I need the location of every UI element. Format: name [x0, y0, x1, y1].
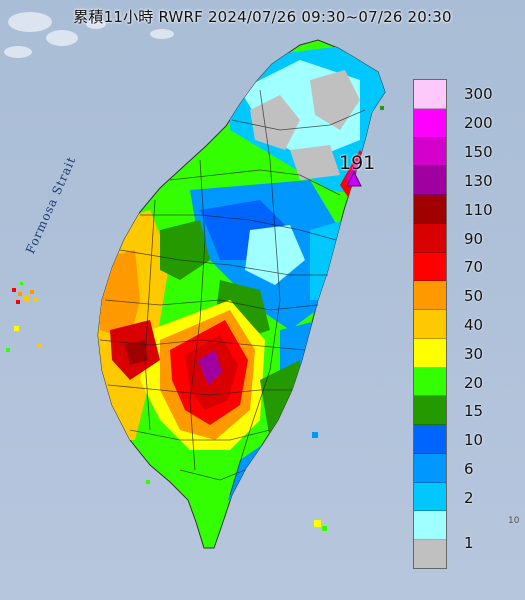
- legend-swatch: [414, 396, 446, 426]
- legend-swatch: [414, 540, 446, 569]
- legend-swatch: [414, 281, 446, 311]
- offshore-echoes: [6, 106, 384, 531]
- county-boundaries: [99, 89, 366, 496]
- legend-label: 10: [464, 431, 484, 450]
- legend-label: 200: [464, 114, 493, 133]
- legend-swatch: [414, 223, 446, 253]
- legend-swatch: [414, 195, 446, 224]
- legend-swatch: [414, 252, 446, 282]
- legend-label: 150: [464, 143, 493, 162]
- legend-swatch: [414, 80, 446, 109]
- corner-mark: 10: [508, 516, 520, 526]
- legend-label: 20: [464, 373, 484, 392]
- legend-label: 300: [464, 85, 493, 104]
- legend-swatch: [414, 482, 446, 512]
- legend-label: 130: [464, 171, 493, 190]
- legend-label: 90: [464, 229, 484, 248]
- legend-label: 2: [464, 488, 474, 507]
- legend-label: 70: [464, 258, 484, 277]
- legend-label: 110: [464, 200, 493, 219]
- legend-swatch: [414, 137, 446, 167]
- legend-label: 40: [464, 316, 484, 334]
- legend-swatch: [414, 108, 446, 138]
- legend-label: 1: [464, 534, 474, 553]
- legend-swatch: [414, 166, 446, 196]
- max-rainfall-value: 191: [339, 152, 376, 174]
- legend-label: 50: [464, 287, 484, 306]
- map-title: 累積11小時 RWRF 2024/07/26 09:30~07/26 20:30: [73, 8, 452, 26]
- legend-swatch: [414, 511, 446, 541]
- max-rainfall-marker-icon: [346, 170, 362, 187]
- legend-swatch: [414, 310, 446, 339]
- color-legend: [413, 79, 447, 569]
- legend-label: 6: [464, 460, 474, 479]
- legend-labels: 300 200 150 130 110 90 70 50 40 30 20 15 10 6 2 1: [454, 79, 514, 569]
- legend-label: 30: [464, 344, 484, 363]
- legend-label: 15: [464, 402, 484, 421]
- legend-swatch: [414, 425, 446, 454]
- legend-swatch: [414, 367, 446, 397]
- legend-swatch: [414, 338, 446, 368]
- legend-swatch: [414, 453, 446, 483]
- cloud-patches: [4, 12, 174, 58]
